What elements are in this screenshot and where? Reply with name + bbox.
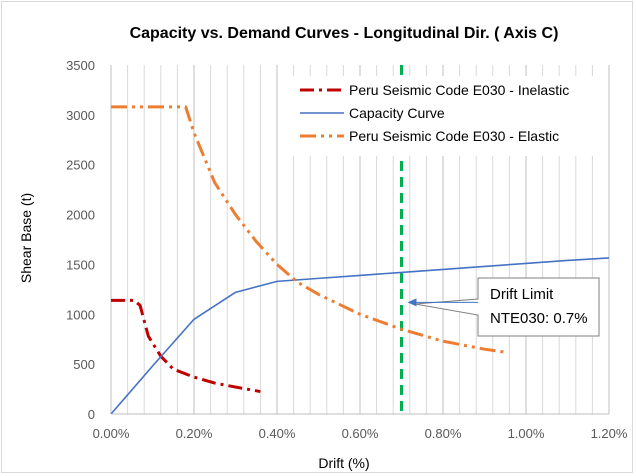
capacity-curve-series [110,257,610,415]
legend-item-inelastic-label: Peru Seismic Code E030 - Inelastic [349,82,569,98]
x-axis-label: Drift (%) [318,455,369,471]
annotation-arrow-head [407,298,417,307]
annotation-line-2: NTE030: 0.7% [490,310,588,327]
y-tick-label: 3500 [66,58,95,73]
y-tick-label: 3000 [66,108,95,123]
y-axis-label: Shear Base (t) [18,193,34,283]
annotation-callout: Drift Limit NTE030: 0.7% [407,277,600,337]
y-tick-labels: 0 500 1000 1500 2000 2500 3000 3500 [66,58,95,422]
y-tick-label: 2500 [66,158,95,173]
x-tick-label: 0.80% [425,426,462,441]
legend: Peru Seismic Code E030 - Inelastic Capaci… [289,76,599,156]
y-tick-label: 1000 [66,307,95,322]
x-tick-label: 0.60% [342,426,379,441]
elastic-demand-series [111,105,506,354]
y-tick-label: 500 [73,357,95,372]
annotation-box [414,277,600,337]
chart-title: Capacity vs. Demand Curves - Longitudina… [130,25,559,42]
legend-item-capacity-label: Capacity Curve [349,105,445,121]
x-tick-labels: 0.00% 0.20% 0.40% 0.60% 0.80% 1.00% 1.20% [93,426,628,441]
x-tick-label: 0.40% [259,426,296,441]
x-tick-label: 0.20% [176,426,213,441]
legend-item-elastic-label: Peru Seismic Code E030 - Elastic [349,128,559,144]
x-tick-label: 1.20% [591,426,628,441]
series-group [110,105,610,415]
y-tick-label: 1500 [66,257,95,272]
gridlines [110,65,610,414]
y-tick-label: 2000 [66,208,95,223]
x-tick-label: 0.00% [93,426,130,441]
x-tick-label: 1.00% [508,426,545,441]
y-tick-label: 0 [88,407,95,422]
annotation-line-1: Drift Limit [490,286,554,303]
